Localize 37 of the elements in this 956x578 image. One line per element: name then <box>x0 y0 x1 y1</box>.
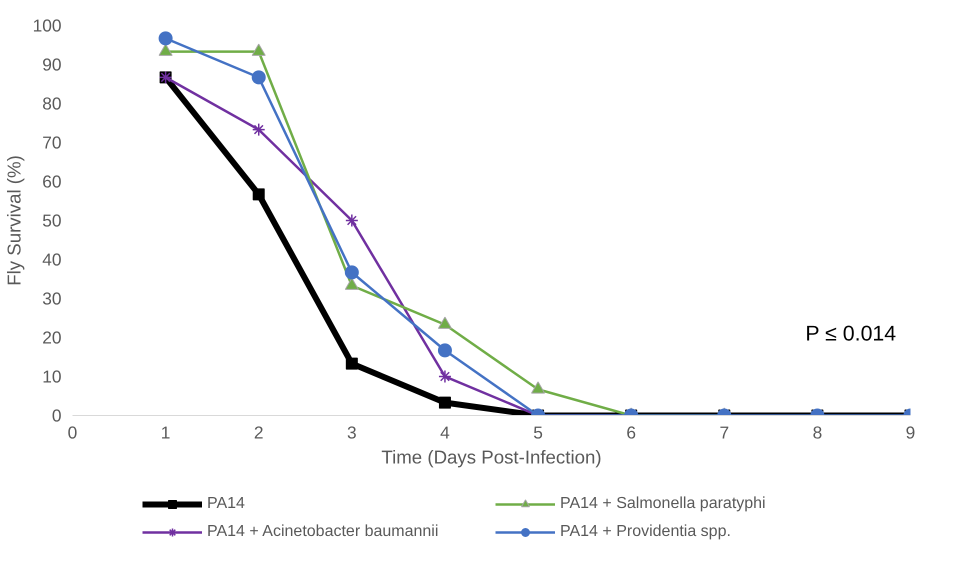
point <box>344 265 359 280</box>
y-tick-label: 70 <box>42 132 62 152</box>
legend-label: PA14 <box>207 494 246 512</box>
y-tick-label: 90 <box>42 54 62 74</box>
y-axis-title: Fly Survival (%) <box>4 155 25 286</box>
x-tick-label: 1 <box>160 422 170 442</box>
point <box>252 70 266 84</box>
y-tick-label: 0 <box>52 406 62 426</box>
x-tick-label: 5 <box>533 422 543 442</box>
x-tick-label: 4 <box>440 422 450 442</box>
point <box>531 381 546 394</box>
y-tick-label: 60 <box>42 172 62 192</box>
x-tick-label: 8 <box>812 422 822 442</box>
point <box>345 214 359 228</box>
x-tick-label: 6 <box>626 422 636 442</box>
y-tick-label: 10 <box>42 366 62 386</box>
y-tick-label: 30 <box>42 288 62 308</box>
y-tick-label: 20 <box>42 328 62 348</box>
legend-label: PA14 + Acinetobacter baumannii <box>207 522 440 540</box>
x-tick-label: 7 <box>719 422 730 442</box>
point <box>344 278 359 290</box>
point <box>158 31 173 46</box>
annotation: P ≤ 0.014 <box>805 321 896 346</box>
x-tick-label: 0 <box>68 422 78 442</box>
point <box>438 316 452 329</box>
point <box>252 122 266 136</box>
x-tick-label: 9 <box>906 422 916 442</box>
legend-label: PA14 + Providentia spp. <box>560 522 732 540</box>
legend-label: PA14 + Salmonella paratyphi <box>560 494 767 512</box>
point <box>252 188 265 200</box>
x-axis-title: Time (Days Post-Infection) <box>381 446 602 468</box>
y-tick-label: 50 <box>42 210 62 230</box>
y-tick-label: 100 <box>32 16 62 36</box>
y-tick-label: 40 <box>42 250 62 270</box>
y-tick-label: 80 <box>42 94 62 114</box>
x-tick-label: 2 <box>254 422 264 442</box>
x-tick-label: 3 <box>347 422 357 442</box>
